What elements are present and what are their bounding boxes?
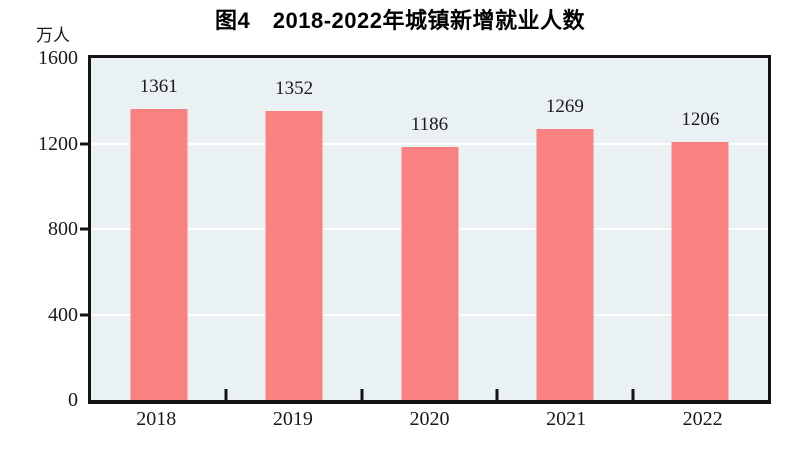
y-tick-mark [80,227,88,231]
y-tick-label-0: 0 [68,389,78,411]
y-tick-mark [80,313,88,316]
chart-title: 图4 2018-2022年城镇新增就业人数 [215,8,585,33]
bar-cell-2020: 1186 [362,58,497,400]
plot-area: 1361 1352 1186 1269 1206 [88,55,771,404]
gridline [91,142,768,145]
x-category-label-2022: 2022 [682,408,723,430]
x-tick-mark [360,389,364,400]
bar-2019 [265,111,323,400]
x-category-label-2020: 2020 [409,408,450,430]
x-tick-mark [224,389,228,400]
bar-value-label-2020: 1186 [410,113,449,135]
x-category-label-2019: 2019 [272,408,313,430]
plot-panel: 1361 1352 1186 1269 1206 [91,58,768,400]
bar-cell-2019: 1352 [226,58,361,400]
bar-value-label-2018: 1361 [139,76,178,98]
bar-2020 [401,146,459,400]
bar-2018 [130,109,188,400]
bars-layer: 1361 1352 1186 1269 1206 [91,58,768,400]
y-tick-mark [80,142,88,145]
bar-2021 [536,128,594,400]
bar-2022 [671,142,729,400]
bar-value-label-2022: 1206 [681,109,720,131]
bar-value-label-2019: 1352 [275,78,314,100]
bar-value-label-2021: 1269 [545,95,584,117]
y-axis-unit-label: 万人 [36,26,70,45]
x-category-label-2018: 2018 [136,408,177,430]
y-tick-label-1200: 1200 [38,132,78,155]
x-axis-labels: 2018 2019 2020 2021 2022 [88,408,771,431]
y-tick-label-1600: 1600 [38,47,78,69]
y-tick-label-800: 800 [48,218,78,240]
x-tick-mark [495,389,499,400]
bar-cell-2018: 1361 [91,58,226,400]
x-tick-mark [631,389,635,400]
x-category-label-2021: 2021 [546,408,587,430]
bar-cell-2021: 1269 [497,58,632,400]
y-tick-label-400: 400 [48,303,78,326]
bar-cell-2022: 1206 [633,58,768,400]
